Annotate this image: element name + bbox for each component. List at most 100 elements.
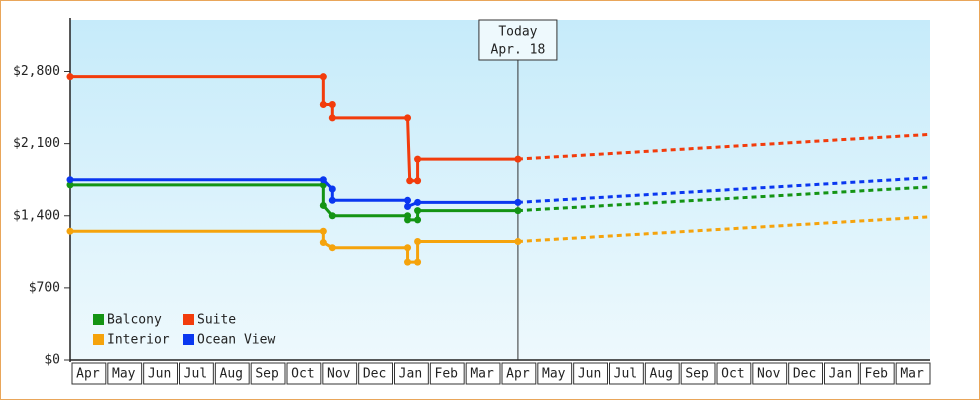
x-tick-label: Nov [757, 367, 781, 382]
legend-swatch [93, 334, 104, 345]
point [414, 238, 422, 246]
x-tick-box [752, 362, 788, 385]
x-tick-box [788, 362, 824, 385]
point [514, 198, 522, 206]
series-line [70, 75, 518, 183]
point [319, 201, 327, 209]
point [404, 196, 412, 204]
point [66, 73, 74, 81]
x-tick-box [71, 362, 107, 385]
point [319, 100, 327, 108]
legend-label: Ocean View [197, 333, 275, 348]
x-tick-box [716, 362, 752, 385]
x-tick-label: May [542, 367, 566, 382]
projection-line [517, 176, 931, 204]
point [328, 244, 336, 252]
x-tick-box [214, 362, 250, 385]
x-tick-label: Sep [255, 367, 279, 382]
point [514, 207, 522, 215]
point [414, 258, 422, 266]
x-tick-box [609, 362, 644, 385]
x-tick-label: Mar [900, 367, 924, 382]
projection-line [517, 185, 931, 213]
projection-line [517, 215, 931, 244]
x-tick-label: Feb [435, 367, 459, 382]
point [66, 176, 74, 184]
x-tick-box [537, 362, 573, 385]
point [328, 185, 336, 193]
point [404, 114, 412, 122]
x-tick-box [644, 362, 680, 385]
point [66, 181, 74, 189]
point [328, 196, 336, 204]
point [328, 212, 336, 220]
point [414, 216, 422, 224]
today-box [478, 19, 558, 61]
x-tick-label: Oct [291, 367, 314, 382]
point [414, 177, 422, 185]
point [514, 155, 522, 163]
point [404, 244, 412, 252]
projection-line [517, 132, 931, 161]
legend-swatch [183, 314, 194, 325]
y-tick-label: $2,800 [13, 64, 60, 79]
today-label: Today [498, 25, 537, 40]
point [406, 177, 414, 185]
point [414, 198, 422, 206]
x-tick-label: Oct [721, 367, 744, 382]
legend-label: Suite [197, 313, 236, 328]
x-tick-label: Jun [148, 367, 171, 382]
x-tick-box [250, 362, 286, 385]
x-tick-label: Aug [650, 367, 673, 382]
x-tick-box [465, 362, 501, 385]
x-tick-label: Dec [363, 367, 386, 382]
plot-area [70, 20, 930, 360]
x-tick-box [429, 362, 465, 385]
point [319, 239, 327, 247]
today-label: Apr. 18 [491, 43, 546, 58]
x-tick-box [394, 362, 429, 385]
point [66, 227, 74, 235]
point [319, 176, 327, 184]
x-tick-box [358, 362, 393, 385]
point [404, 202, 412, 210]
x-tick-label: Jan [399, 367, 422, 382]
x-tick-label: Dec [793, 367, 816, 382]
x-tick-label: Jun [578, 367, 601, 382]
x-tick-label: Apr [506, 367, 530, 382]
x-tick-box [680, 362, 716, 385]
y-tick-label: $0 [44, 353, 60, 368]
point [319, 227, 327, 235]
x-tick-label: Sep [685, 367, 709, 382]
x-tick-label: Apr [76, 367, 100, 382]
legend-swatch [93, 314, 104, 325]
x-tick-box [859, 362, 895, 385]
x-tick-label: May [112, 367, 136, 382]
y-tick-label: $700 [29, 280, 60, 295]
x-tick-box [824, 362, 859, 385]
point [404, 216, 412, 224]
x-tick-box [501, 362, 537, 385]
point [328, 100, 336, 108]
x-tick-box [143, 362, 179, 385]
x-tick-label: Aug [220, 367, 243, 382]
point [514, 238, 522, 246]
x-tick-box [322, 362, 358, 385]
y-tick-label: $1,400 [13, 208, 60, 223]
legend-label: Interior [107, 333, 170, 348]
x-tick-label: Feb [865, 367, 889, 382]
x-tick-box [895, 362, 931, 385]
x-tick-box [286, 362, 322, 385]
point [328, 114, 336, 122]
point [404, 258, 412, 266]
x-tick-label: Jul [184, 367, 207, 382]
y-tick-label: $2,100 [13, 136, 60, 151]
x-tick-label: Jan [829, 367, 852, 382]
legend-label: Balcony [107, 313, 162, 328]
point [414, 207, 422, 215]
x-tick-box [573, 362, 609, 385]
legend-swatch [183, 334, 194, 345]
x-tick-label: Mar [470, 367, 494, 382]
point [319, 73, 327, 81]
